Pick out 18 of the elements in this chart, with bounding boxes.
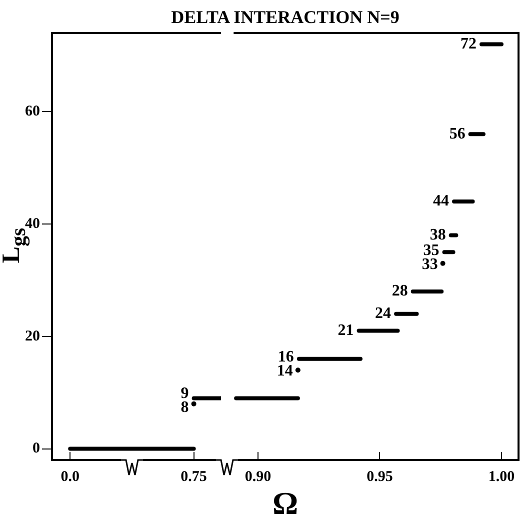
data-label: 28: [392, 282, 408, 300]
data-label: 21: [338, 322, 354, 339]
y-tick-label: 60: [25, 104, 40, 120]
x-tick-label: 0.95: [366, 468, 393, 485]
data-label: 38: [430, 226, 446, 244]
x-tick-label: 1.00: [488, 468, 515, 485]
data-label: 56: [449, 125, 466, 142]
y-tick-label: 0: [32, 440, 40, 457]
data-label: 44: [433, 192, 450, 210]
x-tick-label: 0.0: [60, 468, 80, 485]
y-tick-label: 40: [25, 216, 40, 232]
y-tick-label: 20: [25, 328, 40, 344]
text: DELTA INTERACTION N=9: [171, 7, 400, 28]
x-tick-label: 0.75: [180, 468, 207, 485]
x-axis-title: Ω: [272, 484, 298, 521]
data-label: 72: [460, 35, 477, 52]
data-label: 24: [375, 305, 392, 322]
x-tick-label: 0.90: [244, 468, 272, 485]
